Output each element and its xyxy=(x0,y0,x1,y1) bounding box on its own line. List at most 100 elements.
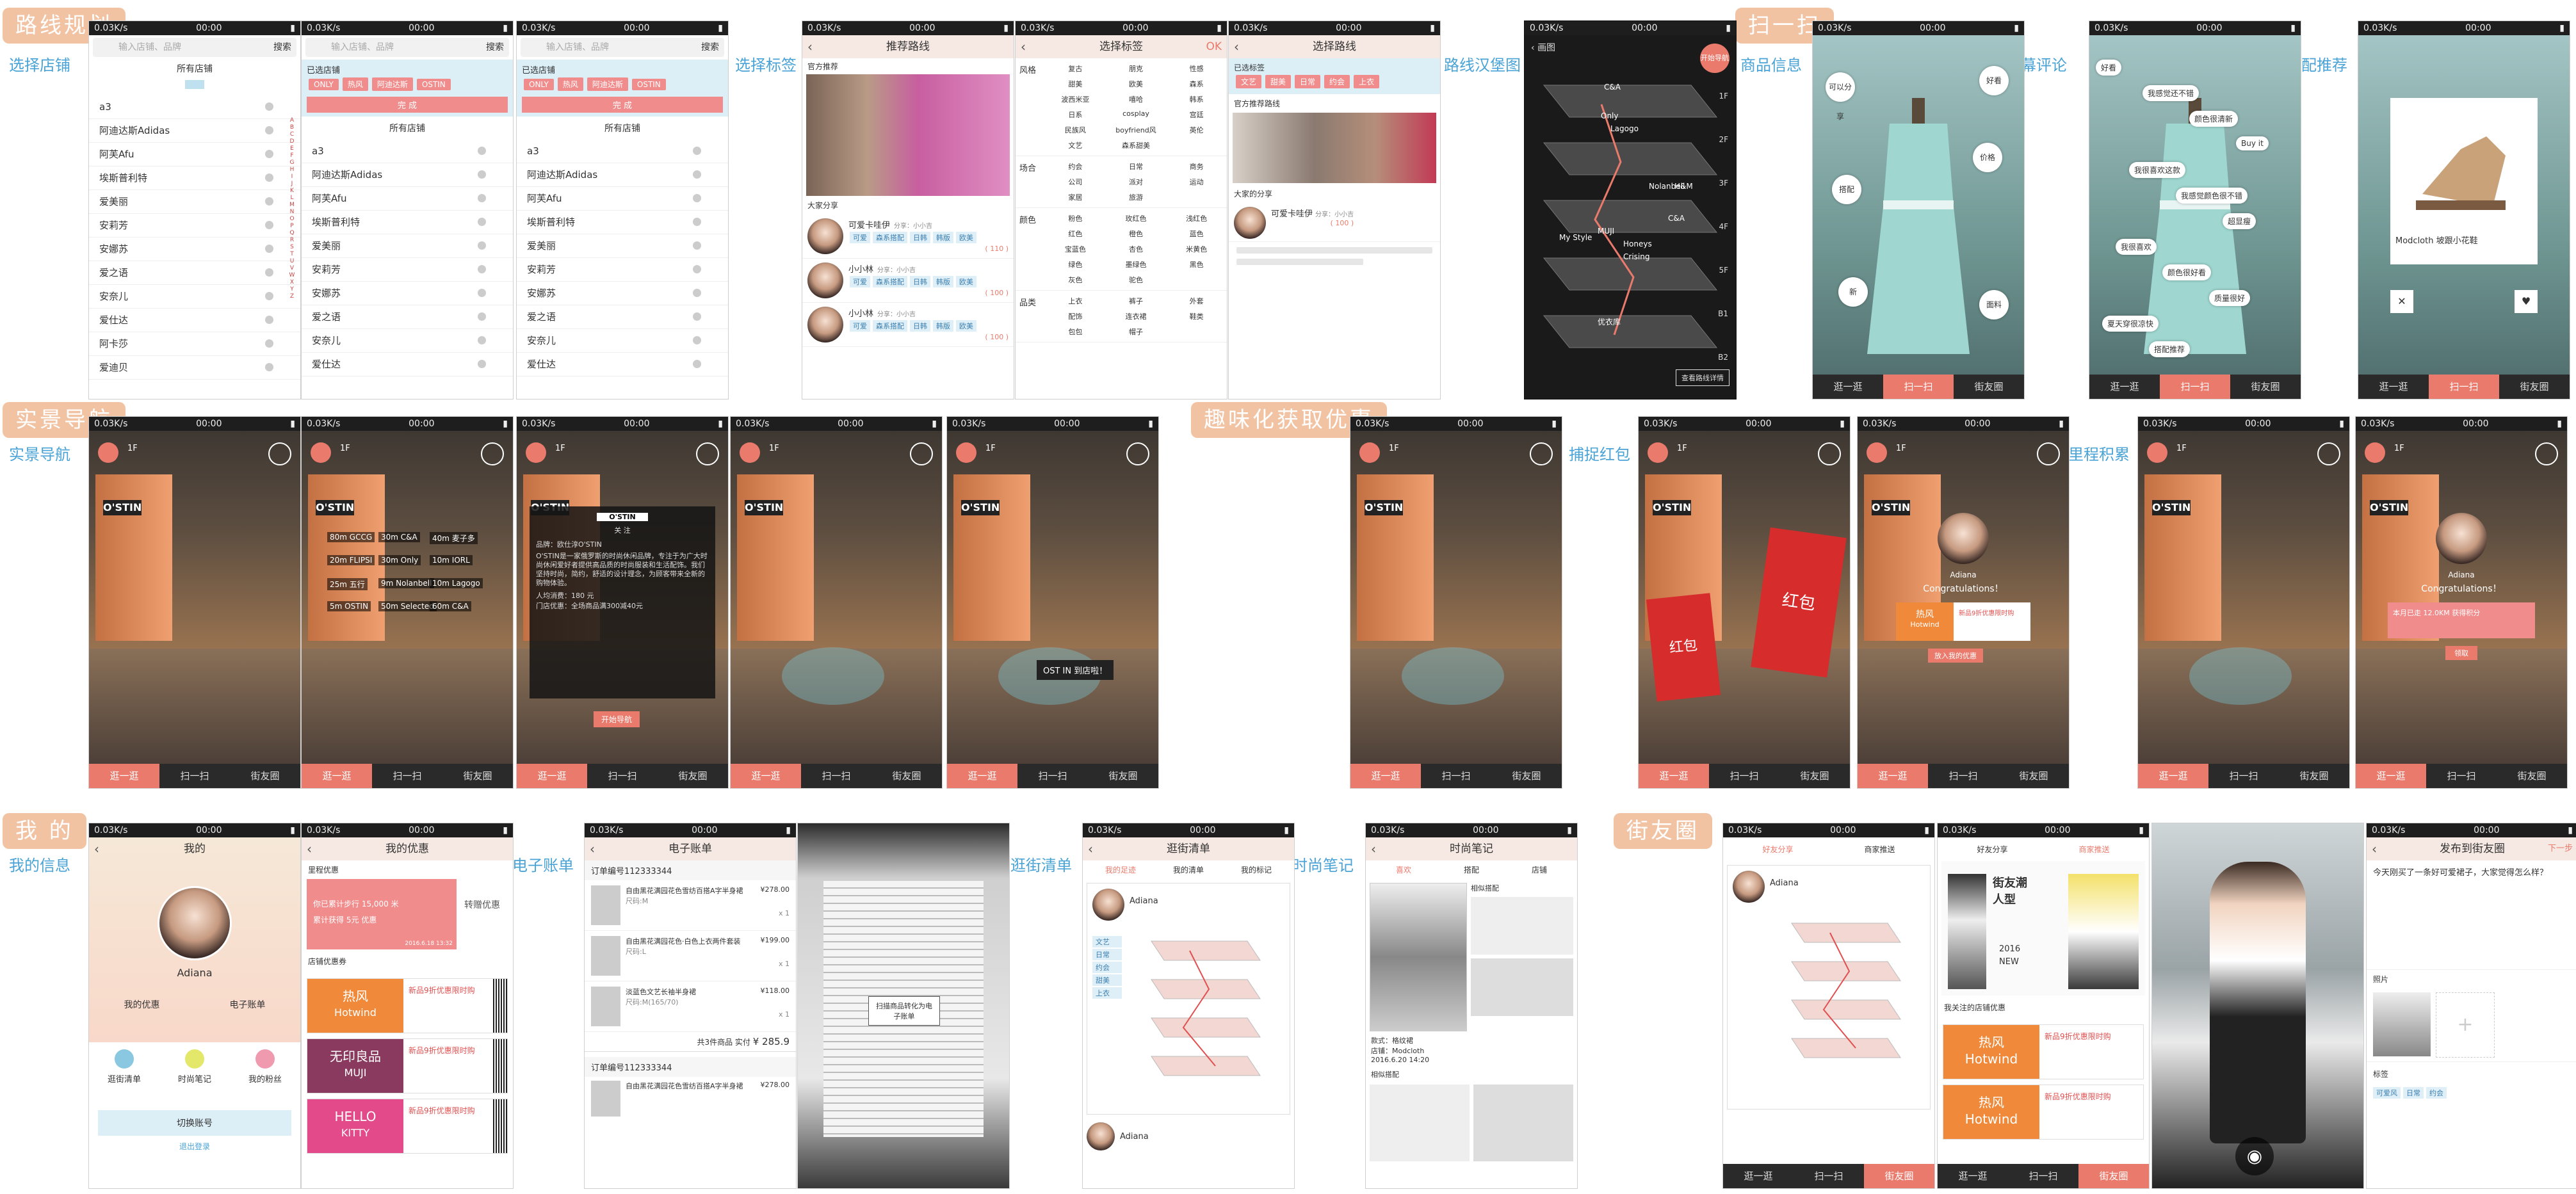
tag-option[interactable]: 上衣 xyxy=(1068,297,1083,305)
radar-icon[interactable] xyxy=(1818,442,1841,465)
alphabet-letter[interactable]: R xyxy=(289,237,295,243)
store-row[interactable]: 阿迪达斯Adidas xyxy=(517,163,728,187)
alphabet-letter[interactable]: N xyxy=(289,209,295,215)
chosen-tag[interactable]: 甜美 xyxy=(1265,75,1292,88)
store-row[interactable]: 爱之语 xyxy=(89,261,300,285)
avatar[interactable] xyxy=(98,442,118,463)
tag-option[interactable]: 驼色 xyxy=(1128,276,1143,284)
tag-option[interactable]: 嘻哈 xyxy=(1128,95,1143,104)
tab-1[interactable]: 扫一扫 xyxy=(2229,770,2258,782)
back-icon[interactable]: ‹ xyxy=(807,39,813,54)
alphabet-letter[interactable]: M xyxy=(289,202,295,208)
store-row[interactable]: 埃斯普利特 xyxy=(517,211,728,234)
selected-store-tag[interactable]: 阿迪达斯 xyxy=(587,77,628,91)
add-icon[interactable] xyxy=(693,336,701,344)
floor-number[interactable]: 2F xyxy=(1719,135,1728,144)
tag-option[interactable]: 韩系 xyxy=(1189,95,1204,104)
radar-icon[interactable] xyxy=(1126,442,1149,465)
store-row[interactable]: 安莉芳 xyxy=(302,258,513,282)
tag-option[interactable]: 粉色 xyxy=(1068,214,1083,223)
tag-option[interactable]: 朋克 xyxy=(1128,65,1143,73)
tag-option[interactable]: 红色 xyxy=(1068,230,1083,238)
add-icon[interactable] xyxy=(265,126,273,134)
radar-icon[interactable] xyxy=(1530,442,1553,465)
product-info-bubble[interactable]: 面料 xyxy=(1979,290,2009,319)
store-distance-pin[interactable]: 80m GCCG xyxy=(327,532,375,542)
alphabet-letter[interactable]: P xyxy=(290,223,294,229)
store-row[interactable]: 安莉芳 xyxy=(517,258,728,282)
tag-option[interactable]: 外套 xyxy=(1189,297,1204,305)
floor-number[interactable]: B2 xyxy=(1718,353,1728,362)
tag-option[interactable]: 欧美 xyxy=(1128,80,1143,88)
floor-number[interactable]: 5F xyxy=(1719,266,1728,275)
menu-stroll[interactable]: 逛街清单 xyxy=(108,1049,141,1085)
back-icon[interactable]: ‹ xyxy=(590,841,595,857)
done-button[interactable]: 完 成 xyxy=(307,97,508,113)
add-icon[interactable] xyxy=(265,363,273,371)
my-coupons-button[interactable]: 我的优惠 xyxy=(124,1000,160,1010)
shared-route-item[interactable]: 可爱卡哇伊 分享：小小吉 ( 100 ) xyxy=(1229,204,1440,242)
tag-option[interactable]: 米黄色 xyxy=(1186,245,1208,254)
tag-option[interactable]: 鞋类 xyxy=(1189,312,1204,321)
view-route-button[interactable]: 查看路线详情 xyxy=(1676,369,1729,386)
radar-icon[interactable] xyxy=(481,442,504,465)
tab-2[interactable]: 街友圈 xyxy=(678,770,708,782)
store-row[interactable]: 埃斯普利特 xyxy=(89,166,300,190)
store-row[interactable]: 爱美丽 xyxy=(302,234,513,258)
add-icon[interactable] xyxy=(693,194,701,202)
add-icon[interactable] xyxy=(478,289,486,297)
chosen-tag[interactable]: 约会 xyxy=(1324,75,1350,88)
alphabet-letter[interactable]: K xyxy=(290,188,294,194)
alphabet-letter[interactable]: S xyxy=(290,244,294,250)
tag-option[interactable]: 灰色 xyxy=(1068,276,1083,284)
tag-option[interactable]: 复古 xyxy=(1068,65,1083,73)
selected-store-tag[interactable]: 热风 xyxy=(342,77,368,91)
floor-number[interactable]: B1 xyxy=(1718,309,1728,318)
shared-route-item[interactable]: 小小林 分享：小小吉 可爱 森系搭配 日韩 韩版 欧美 ( 100 ) xyxy=(802,303,1014,347)
add-icon[interactable] xyxy=(478,218,486,226)
tab-1[interactable]: 扫一扫 xyxy=(1948,770,1978,782)
add-icon[interactable] xyxy=(693,289,701,297)
add-photo-icon[interactable]: + xyxy=(2436,992,2495,1058)
tab-1[interactable]: 扫一扫 xyxy=(608,770,637,782)
tab-1[interactable]: 扫一扫 xyxy=(180,770,209,782)
store-row[interactable]: 安奈儿 xyxy=(517,329,728,353)
store-distance-pin[interactable]: 10m IORL xyxy=(430,555,473,565)
tag-option[interactable]: 浅红色 xyxy=(1186,214,1208,223)
tag-option[interactable]: 连衣裙 xyxy=(1125,312,1147,321)
tab-0[interactable]: 逛一逛 xyxy=(947,764,1017,788)
shared-route-item[interactable]: 小小林 分享：小小吉 可爱 森系搭配 日韩 韩版 欧美 ( 100 ) xyxy=(802,259,1014,303)
avatar[interactable] xyxy=(158,886,232,960)
close-icon[interactable]: ✕ xyxy=(2390,290,2413,313)
back-icon[interactable]: ‹ xyxy=(1371,841,1376,857)
add-icon[interactable] xyxy=(478,241,486,250)
tab-2[interactable]: 街友圈 xyxy=(2517,770,2547,782)
tag-option[interactable]: cosplay xyxy=(1122,109,1149,118)
tab-0[interactable]: 逛一逛 xyxy=(89,764,159,788)
tag-option[interactable]: 日常 xyxy=(1128,163,1143,171)
tab-1[interactable]: 扫一扫 xyxy=(822,770,851,782)
tag-option[interactable]: 森系甜美 xyxy=(1121,141,1150,150)
store-row[interactable]: 爱美丽 xyxy=(89,190,300,214)
product-info-bubble[interactable]: 好看 xyxy=(1979,66,2009,95)
store-row[interactable]: 阿卡莎 xyxy=(89,332,300,356)
avatar[interactable] xyxy=(956,442,976,463)
tab-footprint[interactable]: 我的足迹 xyxy=(1105,866,1136,875)
store-row[interactable]: 安娜苏 xyxy=(89,238,300,261)
floor-number[interactable]: 1F xyxy=(1719,92,1728,101)
heart-icon[interactable]: ♥ xyxy=(2515,290,2538,313)
tab-0[interactable]: 逛一逛 xyxy=(2138,764,2208,788)
product-info-bubble[interactable]: 可以分享 xyxy=(1826,72,1855,121)
store-search-input[interactable]: 输入店铺、品牌 搜索 xyxy=(305,38,509,57)
store-row[interactable]: 阿芙Afu xyxy=(517,187,728,211)
tab-mark[interactable]: 我的标记 xyxy=(1240,866,1272,875)
map-store-label[interactable]: Crising xyxy=(1623,252,1650,261)
alphabet-letter[interactable]: T xyxy=(290,251,294,257)
done-button[interactable]: 完 成 xyxy=(522,97,723,113)
tag-option[interactable]: 派对 xyxy=(1128,178,1143,186)
tag-option[interactable]: 约会 xyxy=(1068,163,1083,171)
tag-option[interactable]: 公司 xyxy=(1068,178,1083,186)
tag-option[interactable]: 英伦 xyxy=(1189,126,1204,134)
store-distance-pin[interactable]: 30m Only xyxy=(378,555,421,565)
avatar[interactable] xyxy=(1867,442,1887,463)
